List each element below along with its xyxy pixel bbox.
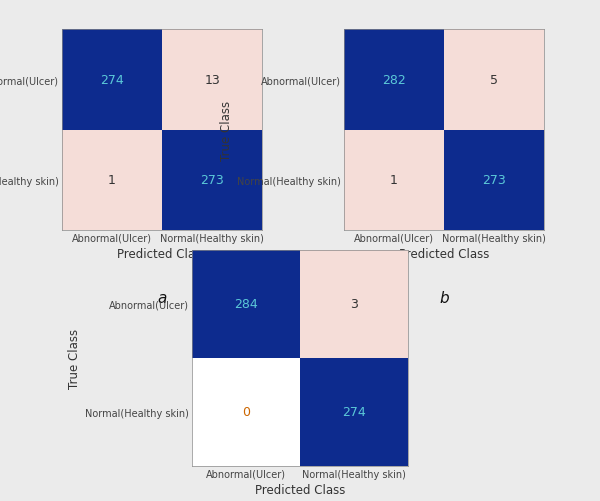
- Y-axis label: True Class: True Class: [220, 100, 233, 160]
- Text: 284: 284: [234, 298, 258, 311]
- Text: 13: 13: [205, 74, 220, 87]
- Text: 1: 1: [390, 174, 398, 187]
- Bar: [444, 130, 544, 230]
- Bar: [162, 30, 262, 130]
- Bar: [192, 358, 300, 466]
- Bar: [300, 250, 408, 358]
- Text: 274: 274: [342, 406, 366, 418]
- Text: 1: 1: [108, 174, 116, 187]
- Bar: [344, 30, 444, 130]
- Text: b: b: [439, 291, 449, 306]
- Bar: [444, 30, 544, 130]
- Bar: [62, 130, 162, 230]
- Bar: [62, 30, 162, 130]
- X-axis label: Predicted Class: Predicted Class: [255, 483, 345, 496]
- Bar: [162, 130, 262, 230]
- Bar: [192, 250, 300, 358]
- Text: 0: 0: [242, 406, 250, 418]
- X-axis label: Predicted Class: Predicted Class: [399, 247, 489, 261]
- Text: a: a: [157, 291, 167, 306]
- Bar: [300, 358, 408, 466]
- Bar: [344, 130, 444, 230]
- Text: 5: 5: [490, 74, 498, 87]
- X-axis label: Predicted Class: Predicted Class: [117, 247, 207, 261]
- Y-axis label: True Class: True Class: [68, 328, 81, 388]
- Text: 273: 273: [482, 174, 506, 187]
- Text: 282: 282: [382, 74, 406, 87]
- Text: 274: 274: [100, 74, 124, 87]
- Text: 273: 273: [200, 174, 224, 187]
- Text: 3: 3: [350, 298, 358, 311]
